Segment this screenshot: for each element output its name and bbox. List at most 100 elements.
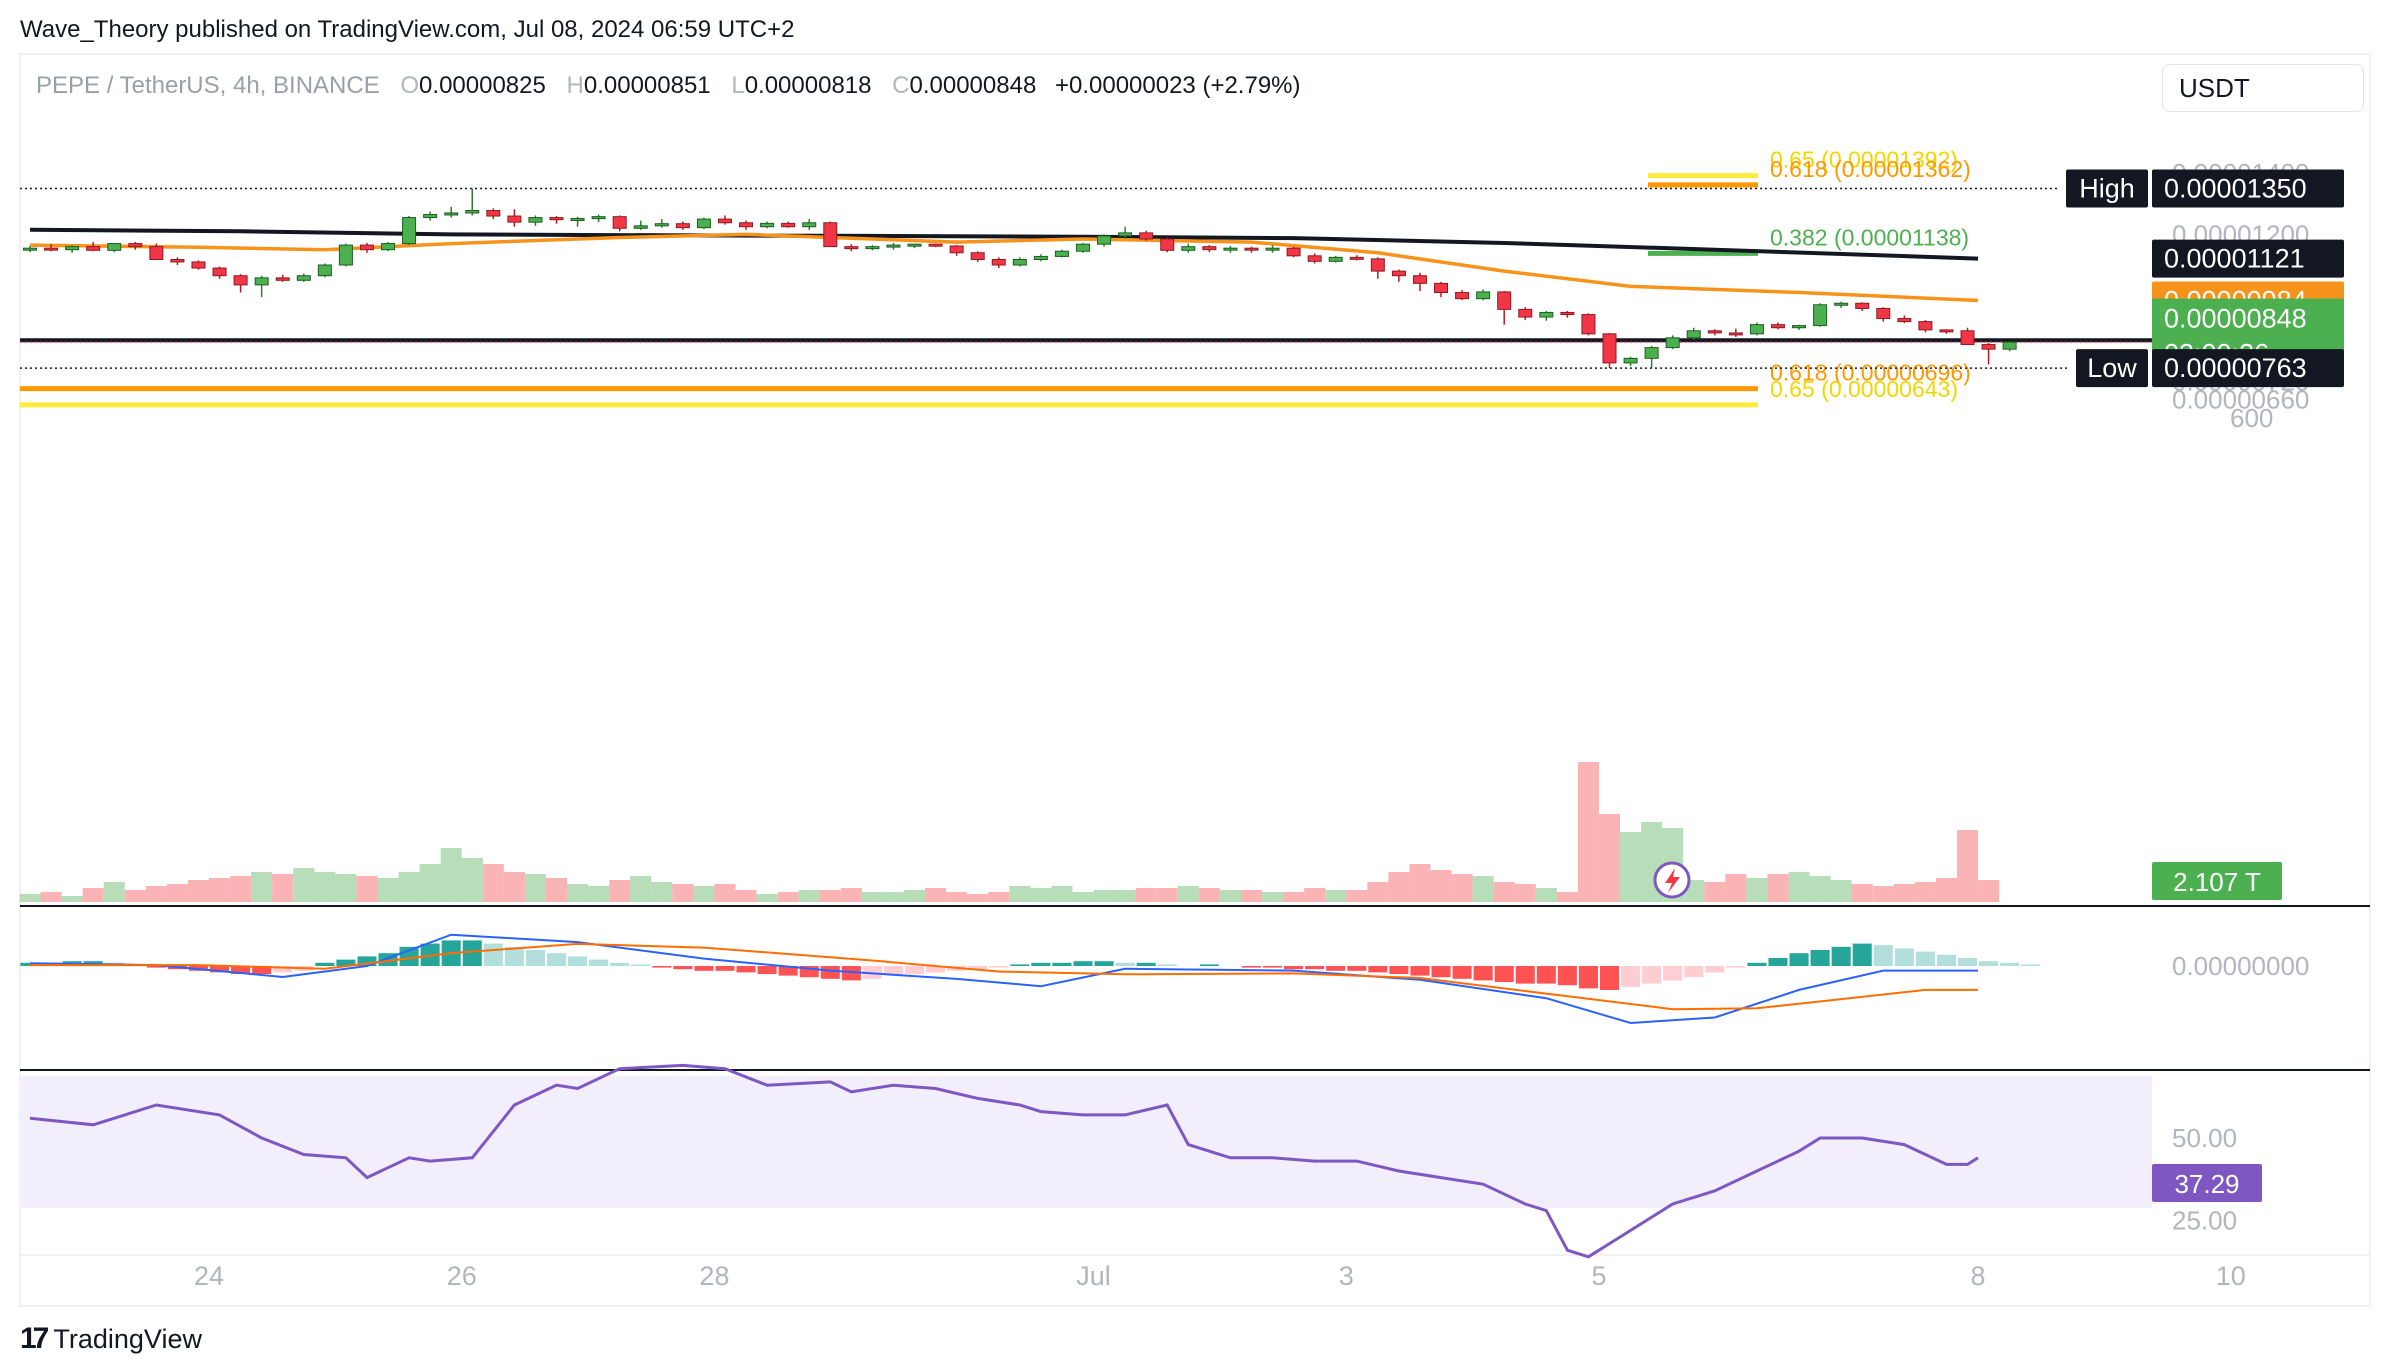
candle-body xyxy=(1076,243,1090,252)
candle-body xyxy=(1918,321,1933,331)
volume-bar xyxy=(1346,890,1368,902)
candle-body xyxy=(1855,302,1870,309)
volume-bar xyxy=(145,886,167,902)
volume-bar xyxy=(82,888,104,902)
flash-icon-group[interactable] xyxy=(1653,861,1691,899)
macd-histogram-bar xyxy=(1705,966,1725,973)
high-label: H xyxy=(566,72,584,99)
candle-body xyxy=(1707,330,1722,334)
rsi-line xyxy=(29,1063,1979,1259)
candle-body xyxy=(275,277,290,281)
candle-body xyxy=(465,210,480,214)
low-label: L xyxy=(731,72,745,99)
macd-signal-line xyxy=(30,942,1978,1011)
volume-bar xyxy=(1430,870,1452,902)
low-price-box xyxy=(2152,349,2344,388)
candle-body xyxy=(86,246,101,251)
publish-caption: Wave_Theory published on TradingView.com… xyxy=(20,16,795,43)
macd-histogram-bar xyxy=(504,946,524,966)
macd-histogram-bar xyxy=(1831,946,1851,966)
candle-body xyxy=(1244,247,1259,251)
price-tick-label: 0.00000660 xyxy=(2172,385,2309,415)
macd-pane: 0.00000000 xyxy=(20,933,2309,1025)
volume-bar xyxy=(166,884,188,902)
volume-bar xyxy=(230,876,252,902)
macd-histogram-bar xyxy=(673,966,693,970)
macd-zero-label: 0.00000000 xyxy=(2172,951,2309,981)
candle-body xyxy=(1012,258,1027,266)
candle-body xyxy=(149,246,164,260)
close-value: 0.00000848 xyxy=(909,72,1037,99)
volume-bar xyxy=(1893,884,1915,902)
volume-bar xyxy=(1051,886,1073,902)
macd-histogram-bar xyxy=(546,953,567,966)
time-tick-label: 10 xyxy=(2216,1261,2246,1291)
volume-bar xyxy=(461,858,483,902)
volume-bar xyxy=(1283,892,1305,902)
volume-label: 2.107 T xyxy=(2173,867,2261,897)
candle-body xyxy=(1770,324,1785,329)
candle-body xyxy=(44,247,59,251)
macd-histogram-bar xyxy=(1515,966,1535,984)
volume-bar xyxy=(272,874,294,902)
tradingview-logo[interactable]: 17 TradingView xyxy=(20,1322,202,1356)
macd-histogram-bar xyxy=(1094,961,1114,966)
candle-body xyxy=(1728,332,1743,336)
volume-bar xyxy=(1198,888,1220,902)
last-price-label: 0.00000848 xyxy=(2164,303,2307,333)
macd-histogram-bar xyxy=(1494,966,1514,982)
volume-bar xyxy=(1978,880,2000,902)
macd-histogram-bar xyxy=(1263,966,1283,968)
macd-histogram-bar xyxy=(1957,958,1978,966)
volume-bar xyxy=(293,868,315,902)
candle-body xyxy=(1497,291,1512,310)
candle-body xyxy=(1202,246,1217,251)
volume-bar xyxy=(440,848,462,902)
fib-level-label: 0.382 (0.00001138) xyxy=(1770,224,1969,250)
volume-bar xyxy=(1093,890,1115,902)
macd-histogram-bar xyxy=(799,966,819,978)
candle-body xyxy=(1328,256,1343,262)
volume-bar xyxy=(609,880,631,902)
volume-bar xyxy=(1556,892,1578,902)
close-label: C xyxy=(892,72,910,99)
candle-body xyxy=(1434,282,1449,294)
macd-histogram-bar xyxy=(483,943,503,966)
time-tick-label: 26 xyxy=(447,1261,477,1291)
volume-bar xyxy=(1767,874,1789,902)
macd-histogram-bar xyxy=(1599,966,1620,990)
candle-body xyxy=(1370,258,1385,272)
macd-histogram-bar xyxy=(1810,950,1830,966)
fib-level-label: 0.65 (0.00000643) xyxy=(1770,376,1958,402)
open-value: 0.00000825 xyxy=(419,72,546,99)
candle-body xyxy=(1412,275,1427,284)
volume-bar xyxy=(1472,876,1494,902)
macd-histogram-bar xyxy=(357,956,377,966)
low-price-label: 0.00000763 xyxy=(2164,353,2307,383)
low-badge-box xyxy=(2076,349,2148,388)
candle-body xyxy=(949,245,964,254)
candle-body xyxy=(1560,311,1575,316)
macd-histogram-bar xyxy=(631,964,651,966)
volume-bar xyxy=(1514,884,1536,902)
candle-body xyxy=(170,258,185,263)
candle-body xyxy=(1054,250,1069,257)
macd-histogram-bar xyxy=(210,966,230,973)
volume-bar xyxy=(314,872,336,902)
symbol-label[interactable]: PEPE / TetherUS, 4h, BINANCE xyxy=(36,72,380,99)
macd-histogram-bar xyxy=(1136,962,1156,966)
candle-body xyxy=(317,264,332,277)
volume-bar xyxy=(356,876,378,902)
macd-histogram-bar xyxy=(610,962,630,966)
volume-bar xyxy=(1725,874,1747,902)
chart-frame xyxy=(19,53,2371,1307)
candle-body xyxy=(1181,246,1196,251)
candle-body xyxy=(1307,255,1322,262)
candle-body xyxy=(1897,318,1912,323)
macd-histogram-bar xyxy=(1431,966,1451,978)
candle-body xyxy=(654,223,669,227)
macd-histogram-bar xyxy=(904,966,925,974)
fib-level-label: 0.618 (0.00000696) xyxy=(1770,360,1971,386)
currency-selector[interactable]: USDT xyxy=(2162,64,2364,112)
